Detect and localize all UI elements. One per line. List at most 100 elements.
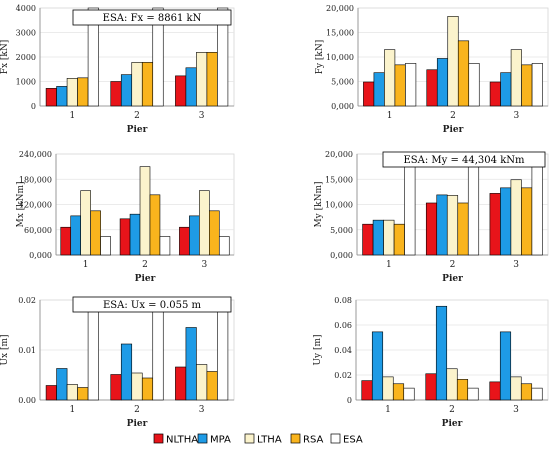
x-tick-label: 2: [450, 260, 456, 270]
bar-rsa-pier-2: [457, 202, 469, 256]
bar-nltha-pier-3: [179, 226, 190, 256]
bar-ltha-pier-1: [383, 219, 395, 256]
x-tick-label: 2: [134, 111, 140, 121]
y-tick-label: 0.02: [334, 371, 352, 380]
legend: NLTHA MPA LTHA RSA ESA: [153, 433, 363, 446]
bar-rsa-pier-2: [457, 40, 470, 107]
bar-nltha-pier-3: [489, 81, 501, 107]
x-tick-label: 3: [513, 260, 519, 270]
esa-annotation-box: [382, 151, 546, 168]
bar-mpa-pier-3: [185, 67, 197, 107]
bar-esa-pier-2: [159, 236, 171, 256]
bar-nltha-pier-3: [175, 366, 187, 401]
bar-nltha-pier-2: [425, 202, 438, 256]
bar-nltha-pier-2: [110, 81, 122, 107]
bar-rsa-pier-3: [206, 52, 218, 107]
bar-nltha-pier-3: [489, 381, 501, 401]
x-axis-label: Pier: [127, 419, 148, 429]
bar-esa-pier-2: [152, 7, 164, 107]
bar-ltha-pier-3: [196, 52, 208, 107]
x-tick-label: 1: [385, 405, 391, 415]
bar-nltha-pier-2: [426, 69, 438, 107]
bar-mpa-pier-2: [436, 194, 448, 256]
esa-annotation-box: [72, 296, 232, 313]
bar-ltha-pier-1: [66, 384, 78, 401]
bar-mpa-pier-2: [436, 58, 449, 107]
bar-ltha-pier-2: [446, 368, 458, 401]
y-tick-label: 0.00: [18, 396, 36, 405]
bar-rsa-pier-3: [520, 383, 533, 401]
bar-nltha-pier-1: [361, 380, 373, 401]
y-tick-label: 20,000: [326, 4, 354, 13]
y-tick-label: 0: [347, 396, 352, 405]
bar-nltha-pier-3: [489, 193, 501, 256]
bar-rsa-pier-1: [90, 210, 101, 256]
x-tick-label: 3: [199, 111, 205, 121]
bar-mpa-pier-3: [185, 327, 197, 401]
x-tick-label: 3: [513, 111, 519, 121]
bar-mpa-pier-3: [499, 331, 512, 401]
x-tick-label: 1: [83, 260, 89, 270]
legend-swatch-mpa: [197, 433, 208, 444]
legend-label-rsa: RSA: [303, 435, 323, 446]
legend-label-ltha: LTHA: [257, 435, 282, 446]
bar-mpa-pier-3: [500, 187, 512, 256]
bar-ltha-pier-2: [446, 195, 459, 256]
chart-panel-1: 0 1000 2000 3000 4000 Fx [kN] 1 2 3 Pier ESA: Fx =…: [0, 4, 235, 135]
bar-rsa-pier-1: [77, 387, 89, 401]
bar-esa-pier-3: [217, 299, 229, 401]
bar-nltha-pier-1: [362, 223, 374, 256]
bar-rsa-pier-2: [141, 377, 154, 401]
bar-nltha-pier-3: [175, 75, 187, 107]
x-tick-label: 2: [134, 405, 140, 415]
bar-ltha-pier-2: [447, 16, 459, 107]
y-tick-label: 240,000: [19, 150, 52, 159]
y-tick-label: 5,000: [331, 78, 354, 87]
y-tick-label: 0.06: [334, 321, 352, 330]
bar-ltha-pier-1: [384, 49, 396, 107]
bar-nltha-pier-2: [425, 373, 437, 401]
bar-mpa-pier-3: [500, 72, 512, 107]
esa-annotation-box: [72, 9, 232, 26]
x-tick-label: 1: [69, 111, 75, 121]
x-axis-label: Pier: [442, 419, 463, 429]
bar-mpa-pier-1: [371, 331, 384, 401]
bar-esa-pier-1: [87, 299, 99, 401]
x-tick-label: 3: [199, 405, 205, 415]
y-axis-label: My [kNm]: [314, 181, 324, 227]
chart-panel-5: 0.00 0.01 0.02 Ux [m] 1 2 3 Pier ESA: Ux = 0.055…: [0, 296, 235, 429]
bar-esa-pier-1: [405, 63, 417, 107]
chart-panel-6: 0 0.02 0.04 0.06 0.08 Uy [m] 1 2 3 Pier: [313, 296, 549, 429]
y-tick-label: 0,000: [331, 102, 354, 111]
bar-ltha-pier-1: [66, 78, 78, 107]
bar-mpa-pier-2: [120, 343, 133, 401]
chart-panel-3: 0,000 60,000 120,000 180,000 240,000 Mx [kNm]…: [16, 150, 235, 284]
y-axis-label: Fx [kN]: [0, 40, 10, 75]
bar-ltha-pier-3: [510, 376, 522, 401]
bar-esa-pier-2: [467, 153, 480, 256]
bar-ltha-pier-3: [199, 190, 210, 256]
x-tick-label: 1: [69, 405, 75, 415]
bar-ltha-pier-2: [131, 62, 143, 107]
y-tick-label: 15,000: [325, 175, 353, 184]
y-axis-label: Fy [kN]: [315, 40, 325, 75]
bar-ltha-pier-3: [196, 364, 208, 401]
bar-esa-pier-1: [403, 387, 415, 401]
bar-rsa-pier-1: [77, 77, 89, 107]
y-tick-label: 0.02: [18, 296, 36, 305]
bar-mpa-pier-1: [373, 72, 385, 107]
bar-esa-pier-1: [404, 153, 416, 256]
bar-esa-pier-2: [152, 299, 164, 401]
bar-rsa-pier-2: [456, 379, 469, 401]
bar-esa-pier-3: [531, 387, 543, 401]
esa-annotation-text: ESA: Fx = 8861 kN: [103, 13, 202, 24]
bar-esa-pier-1: [87, 7, 99, 107]
bar-nltha-pier-1: [45, 88, 57, 107]
legend-swatch-esa: [330, 433, 341, 444]
bar-esa-pier-3: [531, 153, 543, 256]
x-tick-label: 3: [513, 405, 519, 415]
x-tick-label: 1: [386, 260, 392, 270]
bar-ltha-pier-3: [510, 49, 522, 107]
bar-mpa-pier-1: [70, 215, 81, 256]
